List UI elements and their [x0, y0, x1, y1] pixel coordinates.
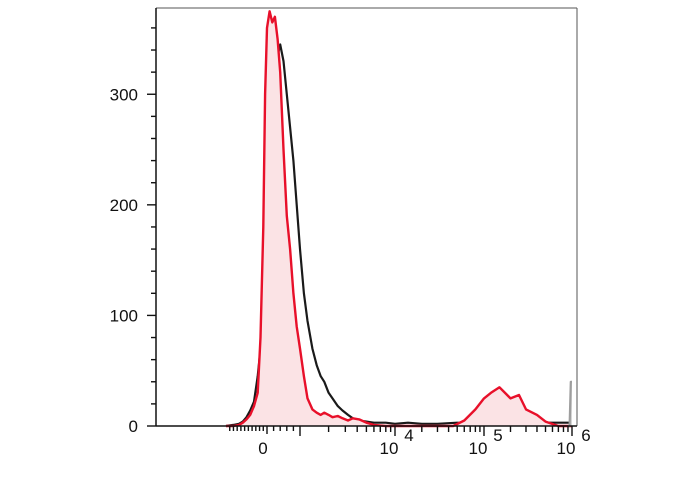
series-1-line	[226, 10, 572, 428]
axes: 0 100 200 300 0 10 4 10 5 10 6	[110, 27, 591, 458]
y-tick-label-100: 100	[110, 306, 138, 325]
x-tick-label-10-4: 10	[380, 439, 399, 458]
x-tick-exponent-4: 4	[404, 426, 413, 445]
x-tick-label-10-6: 10	[557, 439, 576, 458]
x-tick-label-0: 0	[258, 439, 267, 458]
y-tick-label-300: 300	[110, 85, 138, 104]
x-tick-label-10-5: 10	[469, 439, 488, 458]
x-tick-exponent-6: 6	[581, 426, 590, 445]
series-layer	[225, 10, 572, 428]
y-tick-label-0: 0	[129, 417, 138, 436]
plot-frame	[155, 7, 578, 427]
series-1-area	[226, 11, 572, 427]
x-tick-exponent-5: 5	[493, 426, 502, 445]
y-tick-label-200: 200	[110, 196, 138, 215]
